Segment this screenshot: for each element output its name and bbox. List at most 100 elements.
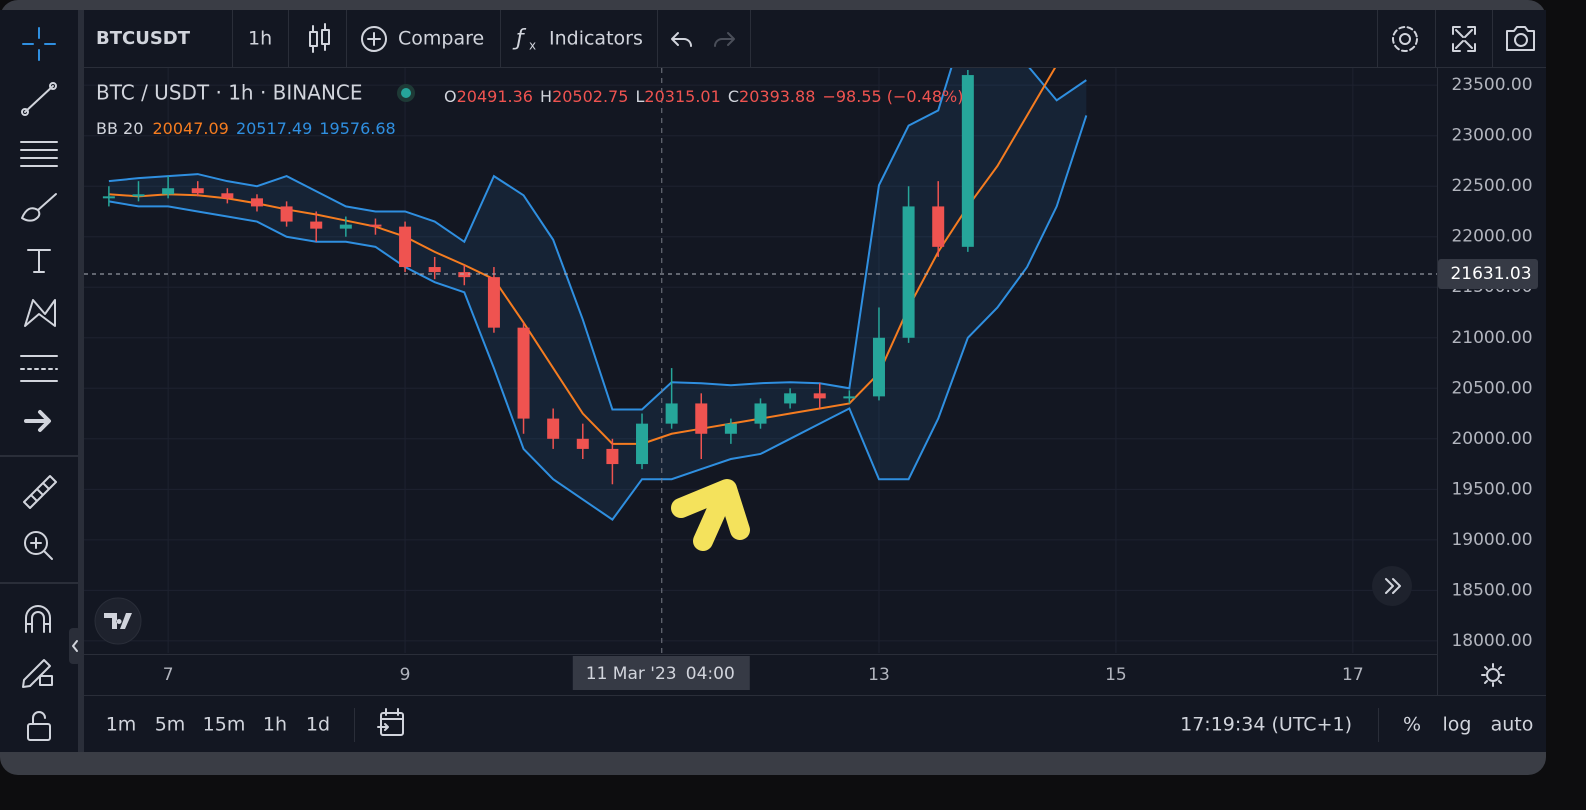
x-tick-label: 17 <box>1342 665 1364 685</box>
separator <box>1492 10 1493 67</box>
separator <box>1435 10 1436 67</box>
candle-body <box>458 272 471 278</box>
ohlc: O20491.36 H20502.75 L20315.01 C20393.88 … <box>444 87 963 106</box>
separator <box>288 10 289 67</box>
ohlc-value: 20393.88 <box>739 87 815 106</box>
drawing-tools <box>0 27 81 741</box>
separator <box>346 10 347 67</box>
separator <box>1378 708 1379 742</box>
magnet-tool[interactable] <box>25 605 51 633</box>
pattern-tool[interactable] <box>24 299 56 327</box>
last-price-tag <box>1438 259 1538 290</box>
window-body <box>0 10 1546 752</box>
indicators-button[interactable]: Indicators <box>549 28 643 50</box>
lock-tool[interactable] <box>27 711 51 741</box>
candle-body <box>813 393 826 399</box>
tradingview-logo[interactable] <box>94 597 142 645</box>
trend-line-tool[interactable] <box>21 82 57 116</box>
lock-drawings[interactable] <box>22 659 53 688</box>
y-tick-label: 20500.00 <box>1451 378 1532 398</box>
brush-tool[interactable] <box>21 193 57 222</box>
redo-button[interactable] <box>714 32 735 47</box>
text-tool[interactable] <box>27 249 51 273</box>
candle-body <box>162 188 175 195</box>
ohlc-key: O <box>444 87 457 106</box>
zoom-tool[interactable] <box>24 531 53 560</box>
compare-icon <box>361 26 387 52</box>
interval-button[interactable]: 1h <box>263 714 287 736</box>
interval-button[interactable]: 5m <box>155 714 186 736</box>
band-lower <box>108 115 1088 522</box>
interval-button[interactable]: 1d <box>306 714 330 736</box>
indicator-legend: BB 20 20047.09 20517.49 19576.68 <box>96 119 396 138</box>
snapshot-button[interactable] <box>1506 26 1535 51</box>
candle-body <box>132 194 145 197</box>
scroll-to-realtime[interactable] <box>1372 566 1412 606</box>
axes: 18000.00 18500.00 19000.00 19500.00 20000.00… <box>163 75 1538 690</box>
y-tick-label: 19000.00 <box>1451 530 1532 550</box>
fib-tool[interactable] <box>20 141 58 167</box>
settings-button[interactable] <box>1392 26 1418 52</box>
candle-body <box>399 226 412 268</box>
y-tick-label: 22000.00 <box>1451 227 1532 247</box>
separator <box>657 10 658 67</box>
candle-body <box>487 277 500 328</box>
separator <box>750 10 751 67</box>
candle-body <box>606 448 619 465</box>
symbol-button[interactable]: BTCUSDT <box>96 28 191 49</box>
y-tick-label: 18000.00 <box>1451 631 1532 651</box>
candle-body <box>250 198 263 207</box>
scale-option[interactable]: log <box>1443 714 1472 736</box>
separator <box>0 582 78 584</box>
grid <box>84 68 1437 653</box>
arrow-tool[interactable] <box>24 410 51 432</box>
bb-upper: 20517.49 <box>236 119 312 138</box>
candle-body <box>191 188 204 194</box>
candle-body <box>547 418 560 439</box>
separator <box>354 708 355 742</box>
ruler-tool[interactable] <box>23 475 57 509</box>
candle-body <box>961 75 974 247</box>
ohlc-value: 20502.75 <box>552 87 628 106</box>
interval-button[interactable]: 1h <box>248 28 272 50</box>
bb-middle: 20047.09 <box>153 119 229 138</box>
legend-title: BTC / USDT · 1h · BINANCE <box>96 81 363 105</box>
fullscreen-button[interactable] <box>1452 26 1476 52</box>
scale-option[interactable]: auto <box>1491 714 1534 736</box>
candle-body <box>517 327 530 419</box>
separator <box>500 10 501 67</box>
candle-body <box>784 393 797 404</box>
annotation-arrow <box>671 479 750 551</box>
chart-style-button[interactable] <box>309 23 330 53</box>
candle-body <box>695 403 708 434</box>
ohlc-change: −98.55 (−0.48%) <box>822 87 963 106</box>
band-middle <box>108 68 1057 445</box>
goto-date-button[interactable] <box>377 708 404 736</box>
scale-option[interactable]: % <box>1403 714 1421 736</box>
candle-body <box>310 221 323 229</box>
bb-lower: 19576.68 <box>319 119 395 138</box>
compare-button[interactable]: Compare <box>398 28 484 50</box>
candle-body <box>902 206 915 338</box>
clock: 17:19:34 (UTC+1) <box>1180 714 1352 736</box>
candle-body <box>872 337 885 397</box>
ohlc-key: H <box>540 87 552 106</box>
x-tick-label: 7 <box>163 665 174 685</box>
interval-button[interactable]: 1m <box>106 714 137 736</box>
crosshair-tool[interactable] <box>22 27 56 61</box>
candle-body <box>636 423 649 465</box>
band-fill <box>108 68 1087 520</box>
separator <box>0 455 78 457</box>
interval-button[interactable]: 15m <box>203 714 246 736</box>
y-tick-label: 22500.00 <box>1451 176 1532 196</box>
prediction-tool[interactable] <box>20 355 58 382</box>
axis-settings[interactable] <box>1481 663 1505 687</box>
indicators-icon: ƒ <box>512 26 527 51</box>
collapse-handle[interactable] <box>69 628 81 664</box>
separator <box>84 695 1546 696</box>
undo-button[interactable] <box>671 32 692 47</box>
ohlc-value: 20491.36 <box>457 87 533 106</box>
separator <box>1377 10 1378 67</box>
y-tick-label: 23000.00 <box>1451 126 1532 146</box>
